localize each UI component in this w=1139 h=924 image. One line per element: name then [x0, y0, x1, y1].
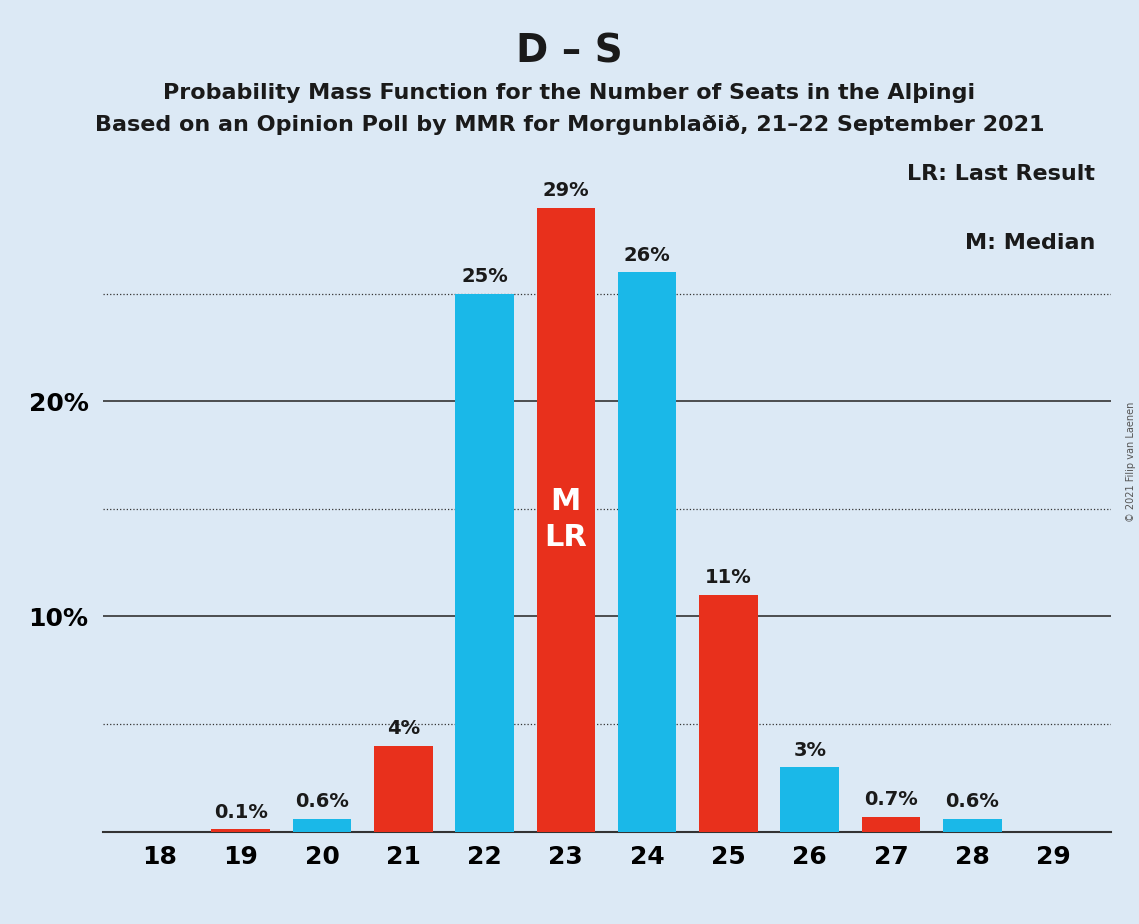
Text: 4%: 4% — [387, 719, 420, 738]
Text: 0.1%: 0.1% — [214, 803, 268, 822]
Bar — [862, 817, 920, 832]
Text: 0.7%: 0.7% — [865, 790, 918, 809]
Text: 29%: 29% — [542, 181, 589, 201]
Text: Based on an Opinion Poll by MMR for Morgunblaðið, 21–22 September 2021: Based on an Opinion Poll by MMR for Morg… — [95, 115, 1044, 135]
Bar — [374, 746, 433, 832]
Bar — [536, 208, 596, 832]
Bar — [780, 767, 839, 832]
Text: 25%: 25% — [461, 267, 508, 286]
Bar — [943, 819, 1001, 832]
Text: M: Median: M: Median — [965, 233, 1096, 252]
Text: 0.6%: 0.6% — [945, 792, 999, 811]
Text: 0.6%: 0.6% — [295, 792, 349, 811]
Bar — [293, 819, 351, 832]
Bar — [617, 273, 677, 832]
Bar — [456, 294, 514, 832]
Text: M
LR: M LR — [544, 487, 588, 553]
Text: 11%: 11% — [705, 568, 752, 588]
Text: LR: Last Result: LR: Last Result — [908, 164, 1096, 184]
Text: D – S: D – S — [516, 32, 623, 70]
Text: © 2021 Filip van Laenen: © 2021 Filip van Laenen — [1125, 402, 1136, 522]
Text: Probability Mass Function for the Number of Seats in the Alþingi: Probability Mass Function for the Number… — [163, 83, 976, 103]
Bar — [699, 595, 757, 832]
Bar — [212, 830, 270, 832]
Text: 26%: 26% — [624, 246, 671, 265]
Text: 3%: 3% — [793, 740, 826, 760]
